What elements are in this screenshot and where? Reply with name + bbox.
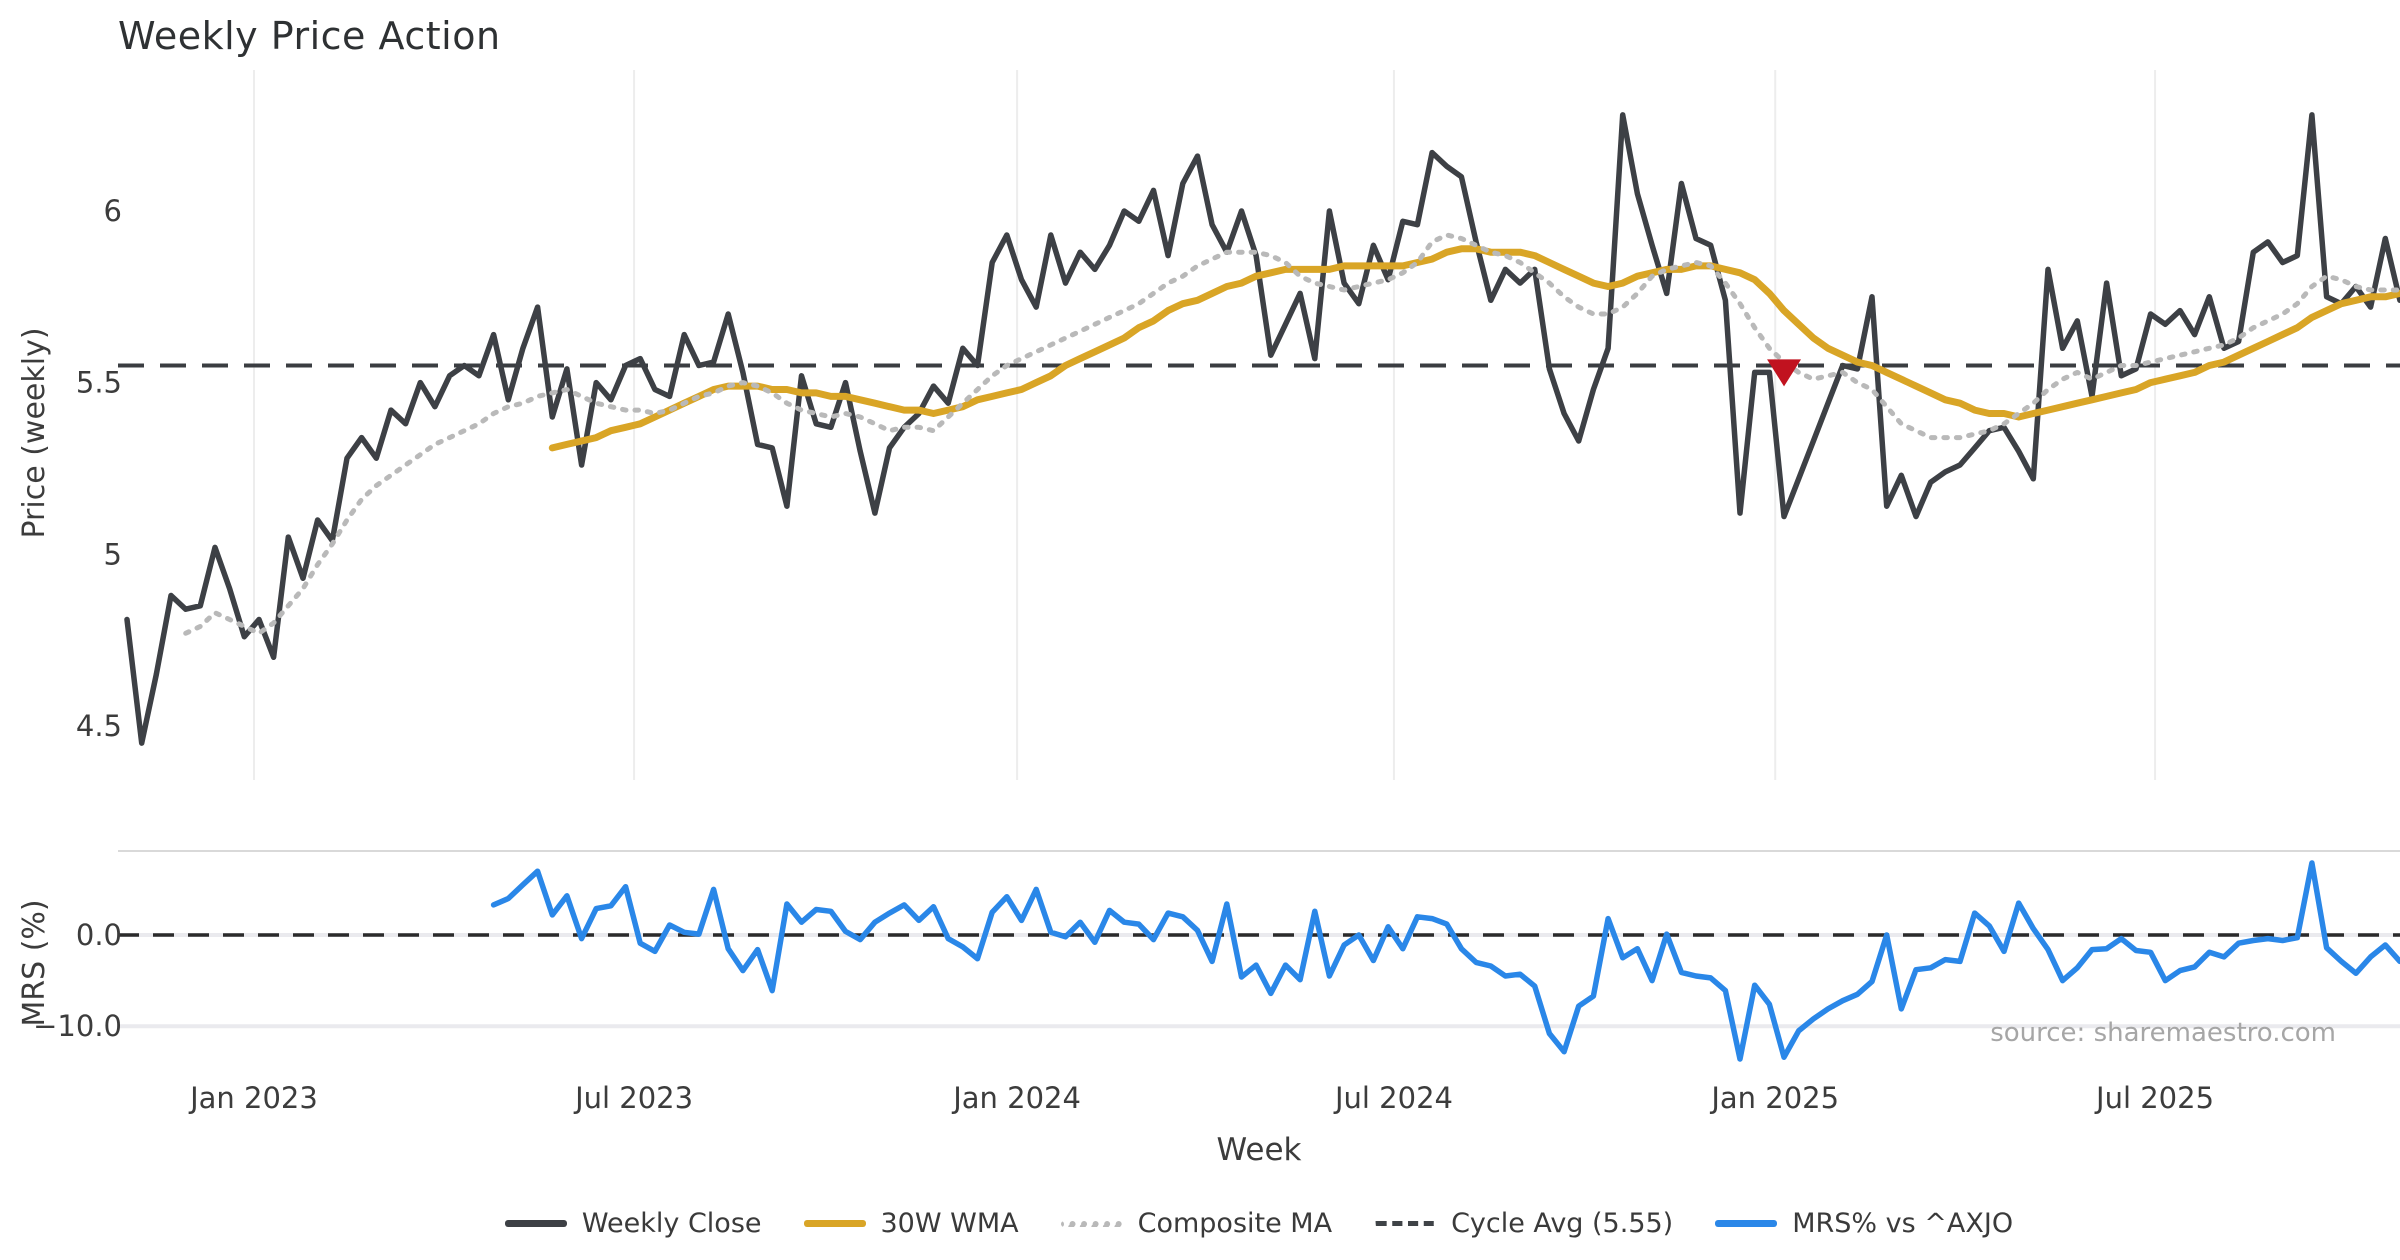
mrs-axis-label: MRS (%) (17, 899, 52, 1026)
legend-swatch-30w-wma (803, 1220, 866, 1227)
legend-label-mrs-vs-axjo: MRS% vs ^AXJO (1792, 1208, 2014, 1239)
x-tick-label: Jan 2024 (951, 1081, 1081, 1115)
axis-titles: Price (weekly) MRS (%) Week (17, 327, 1302, 1168)
source-attribution: source: sharemaestro.com (1990, 1018, 2336, 1048)
legend-swatch-composite-ma (1060, 1220, 1123, 1227)
legend-label-cycle-avg-5-55-: Cycle Avg (5.55) (1451, 1208, 1674, 1239)
price-axis-label: Price (weekly) (17, 327, 52, 538)
legend-label-weekly-close: Weekly Close (581, 1208, 762, 1239)
chart-title: Weekly Price Action (118, 14, 501, 58)
series-weekly-close-line (124, 112, 2400, 746)
x-tick-label: Jul 2024 (1333, 1081, 1453, 1115)
series-mrs-vs-axjo-line (490, 860, 2400, 1062)
legend-label-30w-wma: 30W WMA (880, 1208, 1019, 1239)
price-tick-label: 5.5 (76, 366, 122, 400)
axis-tick-labels: Jan 2023 Jul 2023 Jan 2024 Jul 2024 Jan 2025… (33, 194, 2214, 1115)
price-panel (118, 112, 2400, 746)
price-tick-label: 6 (104, 194, 122, 228)
x-tick-label: Jul 2023 (573, 1081, 693, 1115)
x-axis-label: Week (1217, 1132, 1302, 1168)
price-tick-label: 4.5 (76, 709, 122, 743)
price-tick-label: 5 (104, 537, 122, 571)
legend-item-cycle-avg-5-55-: Cycle Avg (5.55) (1374, 1208, 1673, 1239)
mrs-panel (118, 850, 2400, 1062)
x-tick-label: Jan 2025 (1709, 1081, 1839, 1115)
series-30w-wma-line (548, 245, 2400, 452)
signal-marker-triangle-down (1767, 359, 1802, 387)
legend-swatch-weekly-close (504, 1220, 567, 1227)
mrs-tick-label: −10.0 (33, 1009, 122, 1043)
legend-item-30w-wma: 30W WMA (803, 1208, 1019, 1239)
legend-item-composite-ma: Composite MA (1060, 1208, 1333, 1239)
mrs-tick-label: 0.0 (76, 918, 122, 952)
chart-legend: Weekly Close 30W WMA Composite MA Cycle Avg… (118, 1208, 2400, 1239)
legend-item-mrs-vs-axjo: MRS% vs ^AXJO (1715, 1208, 2013, 1239)
series-composite-ma-line (183, 232, 2400, 636)
x-tick-label: Jul 2025 (2094, 1081, 2214, 1115)
legend-item-weekly-close: Weekly Close (504, 1208, 762, 1239)
x-tick-label: Jan 2023 (188, 1081, 318, 1115)
legend-label-composite-ma: Composite MA (1137, 1208, 1333, 1239)
legend-swatch-cycle-avg-5-55- (1374, 1221, 1437, 1226)
legend-swatch-mrs-vs-axjo (1715, 1220, 1778, 1227)
